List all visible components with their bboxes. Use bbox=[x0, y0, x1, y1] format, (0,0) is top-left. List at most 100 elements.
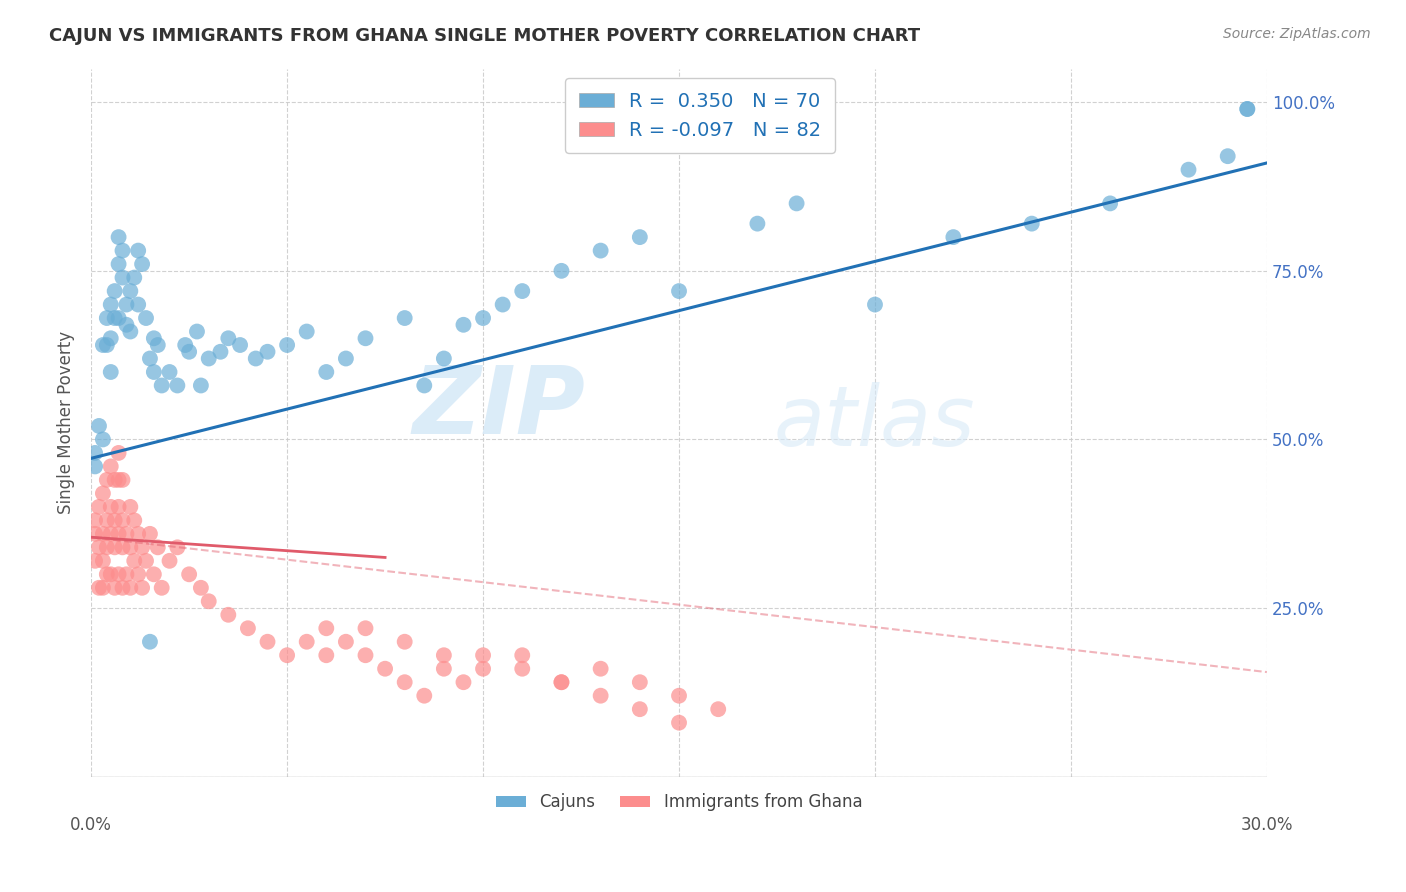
Point bbox=[107, 311, 129, 326]
Point bbox=[120, 581, 142, 595]
Point bbox=[127, 297, 149, 311]
Point bbox=[107, 257, 129, 271]
Point bbox=[190, 581, 212, 595]
Point bbox=[87, 419, 110, 434]
Point bbox=[589, 662, 612, 676]
Point bbox=[91, 433, 114, 447]
Point bbox=[707, 702, 730, 716]
Point bbox=[131, 257, 153, 271]
Point bbox=[472, 311, 495, 326]
Point bbox=[115, 318, 138, 332]
Point bbox=[1021, 217, 1043, 231]
Point bbox=[236, 621, 259, 635]
Point bbox=[146, 541, 169, 555]
Point bbox=[120, 284, 142, 298]
Point bbox=[453, 318, 475, 332]
Point bbox=[942, 230, 965, 244]
Point bbox=[1099, 196, 1122, 211]
Point bbox=[186, 325, 208, 339]
Point bbox=[107, 500, 129, 514]
Point bbox=[122, 270, 145, 285]
Point bbox=[786, 196, 808, 211]
Point bbox=[107, 473, 129, 487]
Point bbox=[96, 567, 118, 582]
Point bbox=[150, 378, 173, 392]
Point bbox=[139, 634, 162, 648]
Point bbox=[104, 284, 127, 298]
Point bbox=[550, 264, 572, 278]
Point bbox=[146, 338, 169, 352]
Point bbox=[131, 581, 153, 595]
Point bbox=[197, 594, 219, 608]
Point bbox=[107, 567, 129, 582]
Point bbox=[510, 662, 533, 676]
Point bbox=[96, 338, 118, 352]
Point bbox=[159, 554, 181, 568]
Point bbox=[217, 607, 239, 622]
Point bbox=[217, 331, 239, 345]
Point bbox=[104, 541, 127, 555]
Point bbox=[107, 446, 129, 460]
Point bbox=[354, 648, 377, 663]
Point bbox=[120, 325, 142, 339]
Point bbox=[668, 715, 690, 730]
Point bbox=[628, 702, 651, 716]
Point bbox=[100, 526, 122, 541]
Point bbox=[87, 581, 110, 595]
Point bbox=[550, 675, 572, 690]
Point bbox=[229, 338, 252, 352]
Text: ZIP: ZIP bbox=[412, 362, 585, 454]
Point bbox=[863, 297, 886, 311]
Point bbox=[84, 459, 107, 474]
Point bbox=[472, 662, 495, 676]
Point bbox=[100, 297, 122, 311]
Point bbox=[472, 648, 495, 663]
Point bbox=[100, 500, 122, 514]
Point bbox=[111, 541, 134, 555]
Point bbox=[111, 513, 134, 527]
Point bbox=[120, 541, 142, 555]
Point bbox=[256, 634, 278, 648]
Point bbox=[127, 244, 149, 258]
Point bbox=[394, 675, 416, 690]
Text: Source: ZipAtlas.com: Source: ZipAtlas.com bbox=[1223, 27, 1371, 41]
Point bbox=[256, 344, 278, 359]
Point bbox=[96, 513, 118, 527]
Text: atlas: atlas bbox=[773, 382, 974, 463]
Point bbox=[139, 351, 162, 366]
Point bbox=[84, 526, 107, 541]
Point bbox=[354, 621, 377, 635]
Point bbox=[209, 344, 232, 359]
Point bbox=[91, 338, 114, 352]
Point bbox=[668, 689, 690, 703]
Point bbox=[150, 581, 173, 595]
Point bbox=[142, 567, 165, 582]
Point bbox=[115, 297, 138, 311]
Point bbox=[335, 634, 357, 648]
Point bbox=[100, 567, 122, 582]
Point bbox=[127, 567, 149, 582]
Point bbox=[84, 513, 107, 527]
Point bbox=[104, 473, 127, 487]
Text: 30.0%: 30.0% bbox=[1240, 815, 1294, 833]
Point bbox=[1236, 102, 1258, 116]
Point bbox=[589, 244, 612, 258]
Point bbox=[166, 541, 188, 555]
Point bbox=[510, 648, 533, 663]
Point bbox=[100, 365, 122, 379]
Point bbox=[87, 541, 110, 555]
Point bbox=[197, 351, 219, 366]
Point bbox=[142, 365, 165, 379]
Point bbox=[433, 662, 456, 676]
Point bbox=[111, 244, 134, 258]
Point bbox=[104, 311, 127, 326]
Point bbox=[550, 675, 572, 690]
Point bbox=[91, 526, 114, 541]
Point bbox=[589, 689, 612, 703]
Point bbox=[127, 526, 149, 541]
Point bbox=[628, 675, 651, 690]
Point bbox=[354, 331, 377, 345]
Point bbox=[115, 567, 138, 582]
Point bbox=[115, 526, 138, 541]
Point bbox=[131, 541, 153, 555]
